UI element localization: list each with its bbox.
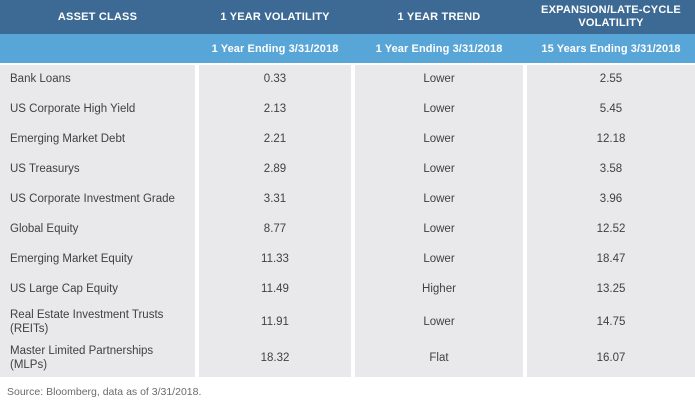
table-row: Emerging Market Equity 11.33 Lower 18.47 [0, 245, 695, 275]
table-row: Master Limited Partnerships (MLPs) 18.32… [0, 341, 695, 377]
column-header-1yr-volatility: 1 YEAR VOLATILITY [220, 10, 330, 23]
asset-class-cell: Real Estate Investment Trusts (REITs) [0, 305, 195, 341]
table-body: Bank Loans 0.33 Lower 2.55 US Corporate … [0, 65, 695, 377]
table-row: Emerging Market Debt 2.21 Lower 12.18 [0, 125, 695, 155]
trend-cell: Lower [355, 185, 523, 215]
subheader-1yr-volatility: 1 Year Ending 3/31/2018 [211, 42, 339, 55]
trend-cell: Flat [355, 341, 523, 377]
volatility-15yr-cell: 13.25 [527, 275, 695, 305]
table-row: US Treasurys 2.89 Lower 3.58 [0, 155, 695, 185]
volatility-15yr-cell: 12.18 [527, 125, 695, 155]
volatility-1yr-cell: 11.91 [199, 305, 351, 341]
volatility-15yr-cell: 5.45 [527, 95, 695, 125]
subheader-asset-class [0, 34, 195, 63]
table-subheader-row: 1 Year Ending 3/31/2018 1 Year Ending 3/… [0, 34, 695, 65]
trend-cell: Lower [355, 95, 523, 125]
asset-class-cell: US Corporate Investment Grade [0, 185, 195, 215]
table-header-row: ASSET CLASS 1 YEAR VOLATILITY 1 YEAR TRE… [0, 0, 695, 34]
asset-class-cell: Emerging Market Debt [0, 125, 195, 155]
table-row: Real Estate Investment Trusts (REITs) 11… [0, 305, 695, 341]
subheader-1yr-trend: 1 Year Ending 3/31/2018 [375, 42, 503, 55]
trend-cell: Lower [355, 65, 523, 95]
volatility-1yr-cell: 2.13 [199, 95, 351, 125]
asset-class-cell: Bank Loans [0, 65, 195, 95]
trend-cell: Higher [355, 275, 523, 305]
asset-class-cell: US Corporate High Yield [0, 95, 195, 125]
column-header-1yr-trend: 1 YEAR TREND [397, 10, 481, 23]
volatility-1yr-cell: 2.89 [199, 155, 351, 185]
volatility-1yr-cell: 8.77 [199, 215, 351, 245]
volatility-1yr-cell: 11.49 [199, 275, 351, 305]
table-row: US Corporate Investment Grade 3.31 Lower… [0, 185, 695, 215]
volatility-15yr-cell: 12.52 [527, 215, 695, 245]
volatility-1yr-cell: 3.31 [199, 185, 351, 215]
volatility-1yr-cell: 2.21 [199, 125, 351, 155]
trend-cell: Lower [355, 155, 523, 185]
column-header-asset-class: ASSET CLASS [57, 10, 138, 23]
table-row: US Corporate High Yield 2.13 Lower 5.45 [0, 95, 695, 125]
volatility-15yr-cell: 16.07 [527, 341, 695, 377]
asset-class-cell: Emerging Market Equity [0, 245, 195, 275]
table-row: Global Equity 8.77 Lower 12.52 [0, 215, 695, 245]
volatility-15yr-cell: 3.58 [527, 155, 695, 185]
volatility-1yr-cell: 11.33 [199, 245, 351, 275]
table-row: US Large Cap Equity 11.49 Higher 13.25 [0, 275, 695, 305]
asset-class-cell: Global Equity [0, 215, 195, 245]
volatility-15yr-cell: 18.47 [527, 245, 695, 275]
subheader-expansion-volatility: 15 Years Ending 3/31/2018 [541, 42, 681, 55]
asset-class-cell: Master Limited Partnerships (MLPs) [0, 341, 195, 377]
trend-cell: Lower [355, 305, 523, 341]
volatility-1yr-cell: 18.32 [199, 341, 351, 377]
trend-cell: Lower [355, 215, 523, 245]
column-header-expansion-volatility: EXPANSION/LATE-CYCLE VOLATILITY [541, 4, 681, 29]
trend-cell: Lower [355, 245, 523, 275]
volatility-15yr-cell: 3.96 [527, 185, 695, 215]
trend-cell: Lower [355, 125, 523, 155]
source-note: Source: Bloomberg, data as of 3/31/2018. [7, 386, 202, 398]
table-row: Bank Loans 0.33 Lower 2.55 [0, 65, 695, 95]
volatility-15yr-cell: 14.75 [527, 305, 695, 341]
asset-class-cell: US Large Cap Equity [0, 275, 195, 305]
volatility-1yr-cell: 0.33 [199, 65, 351, 95]
volatility-15yr-cell: 2.55 [527, 65, 695, 95]
asset-class-cell: US Treasurys [0, 155, 195, 185]
